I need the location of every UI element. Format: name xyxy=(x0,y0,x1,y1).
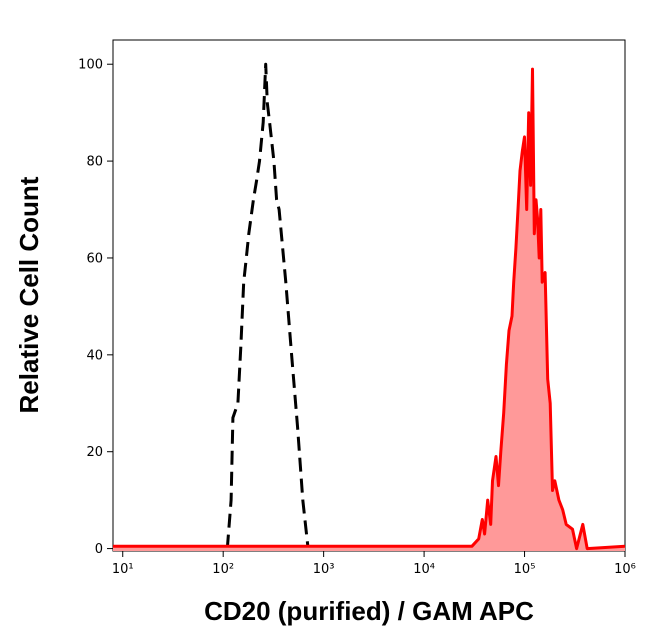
x-tick-label: 10⁴ xyxy=(413,562,435,577)
x-axis-title: CD20 (purified) / GAM APC xyxy=(204,596,534,626)
y-tick-label: 0 xyxy=(95,542,103,557)
y-tick-label: 40 xyxy=(86,348,103,363)
line xyxy=(113,67,626,551)
x-tick-label: 10² xyxy=(212,562,234,577)
x-tick-label: 10⁶ xyxy=(614,562,636,577)
x-tick-label: 10¹ xyxy=(112,562,134,577)
y-tick-label: 60 xyxy=(86,251,103,266)
y-axis-title: Relative Cell Count xyxy=(14,176,44,413)
y-tick-label: 80 xyxy=(86,155,103,170)
y-tick-label: 20 xyxy=(86,445,103,460)
y-tick-label: 100 xyxy=(78,58,103,73)
x-tick-label: 10⁵ xyxy=(514,562,536,577)
x-tick-label: 10³ xyxy=(313,562,335,577)
area xyxy=(113,69,625,551)
line xyxy=(225,62,310,549)
